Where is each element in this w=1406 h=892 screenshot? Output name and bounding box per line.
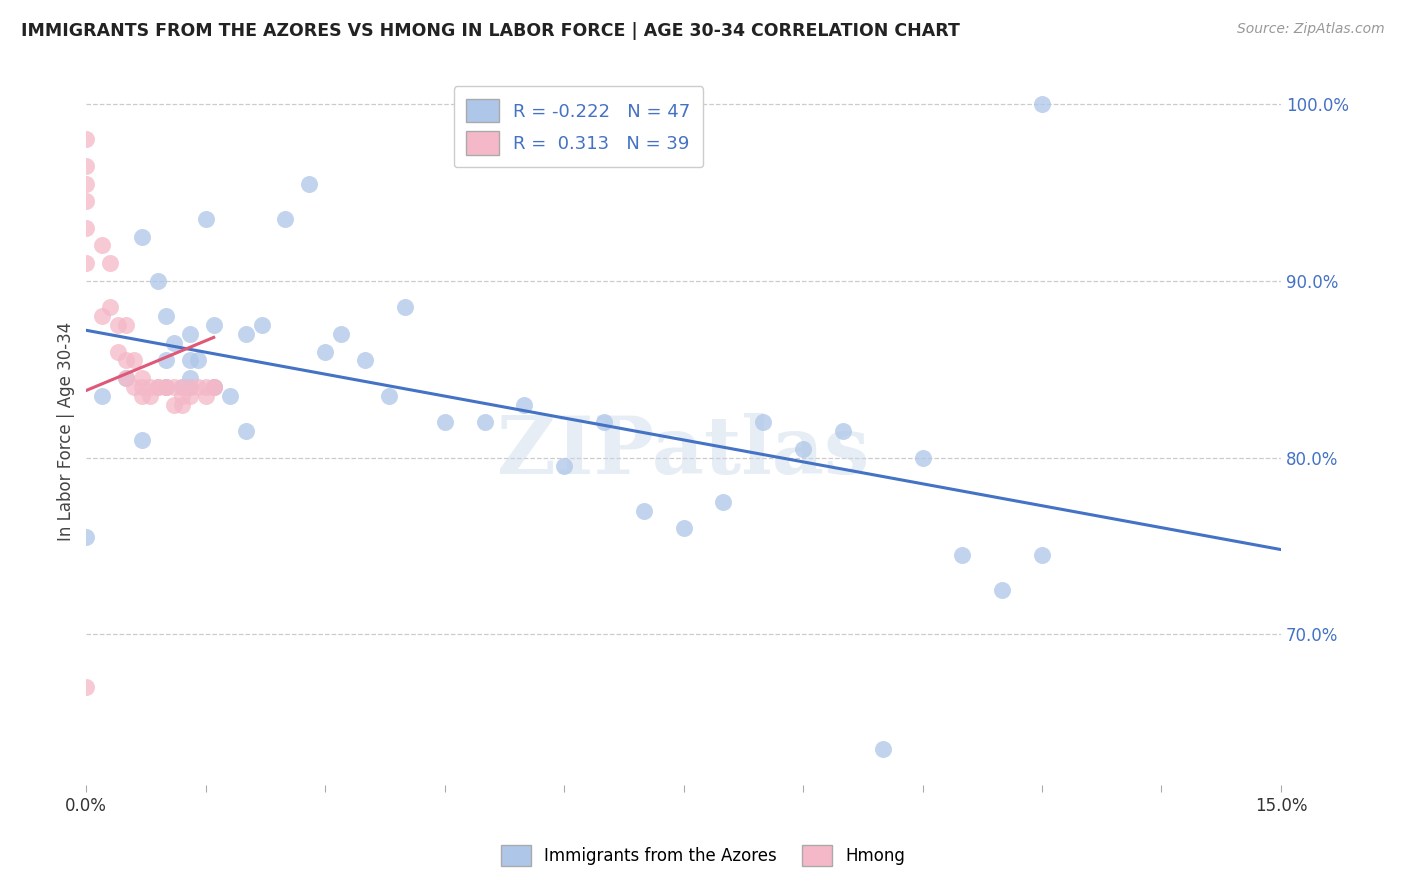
Point <box>354 353 377 368</box>
Point <box>146 274 169 288</box>
Point <box>202 380 225 394</box>
Point <box>633 504 655 518</box>
Point <box>672 521 695 535</box>
Point <box>170 380 193 394</box>
Point <box>593 415 616 429</box>
Point <box>163 398 186 412</box>
Point <box>474 415 496 429</box>
Point <box>75 681 97 695</box>
Point <box>298 177 321 191</box>
Legend: R = -0.222   N = 47, R =  0.313   N = 39: R = -0.222 N = 47, R = 0.313 N = 39 <box>454 87 703 167</box>
Point <box>218 389 240 403</box>
Point <box>187 380 209 394</box>
Point <box>792 442 814 456</box>
Point <box>179 371 201 385</box>
Point <box>75 220 97 235</box>
Point <box>75 159 97 173</box>
Point <box>122 353 145 368</box>
Point <box>131 229 153 244</box>
Point <box>131 389 153 403</box>
Point <box>235 326 257 341</box>
Point <box>122 380 145 394</box>
Point <box>202 380 225 394</box>
Point <box>911 450 934 465</box>
Point <box>170 389 193 403</box>
Point <box>139 380 162 394</box>
Point <box>179 326 201 341</box>
Point <box>433 415 456 429</box>
Point <box>115 318 138 332</box>
Point <box>513 398 536 412</box>
Point <box>155 353 177 368</box>
Point <box>155 380 177 394</box>
Point <box>202 380 225 394</box>
Point <box>179 380 201 394</box>
Point <box>98 301 121 315</box>
Point <box>274 211 297 226</box>
Point <box>163 380 186 394</box>
Point <box>146 380 169 394</box>
Point <box>752 415 775 429</box>
Point <box>1031 97 1053 112</box>
Point <box>179 389 201 403</box>
Point <box>872 742 894 756</box>
Text: IMMIGRANTS FROM THE AZORES VS HMONG IN LABOR FORCE | AGE 30-34 CORRELATION CHART: IMMIGRANTS FROM THE AZORES VS HMONG IN L… <box>21 22 960 40</box>
Point <box>194 389 217 403</box>
Point <box>394 301 416 315</box>
Point <box>139 389 162 403</box>
Point <box>75 132 97 146</box>
Point <box>314 344 336 359</box>
Text: ZIPatlas: ZIPatlas <box>498 413 870 491</box>
Point <box>75 177 97 191</box>
Point <box>170 398 193 412</box>
Point <box>194 380 217 394</box>
Point <box>202 318 225 332</box>
Point <box>131 433 153 447</box>
Y-axis label: In Labor Force | Age 30-34: In Labor Force | Age 30-34 <box>58 321 75 541</box>
Point <box>155 309 177 323</box>
Point <box>179 353 201 368</box>
Point <box>75 256 97 270</box>
Point <box>950 548 973 562</box>
Legend: Immigrants from the Azores, Hmong: Immigrants from the Azores, Hmong <box>492 837 914 875</box>
Point <box>713 495 735 509</box>
Point <box>98 256 121 270</box>
Point <box>75 530 97 544</box>
Point <box>179 380 201 394</box>
Point <box>107 318 129 332</box>
Point <box>194 211 217 226</box>
Point <box>155 380 177 394</box>
Point <box>115 353 138 368</box>
Point <box>170 380 193 394</box>
Point <box>235 424 257 438</box>
Point <box>832 424 855 438</box>
Point <box>330 326 353 341</box>
Point <box>131 380 153 394</box>
Point <box>187 353 209 368</box>
Point <box>115 371 138 385</box>
Point <box>553 459 575 474</box>
Point <box>155 380 177 394</box>
Point <box>163 335 186 350</box>
Point <box>91 238 114 252</box>
Point <box>146 380 169 394</box>
Text: Source: ZipAtlas.com: Source: ZipAtlas.com <box>1237 22 1385 37</box>
Point <box>75 194 97 209</box>
Point <box>107 344 129 359</box>
Point <box>1031 548 1053 562</box>
Point <box>131 371 153 385</box>
Point <box>91 389 114 403</box>
Point <box>250 318 273 332</box>
Point <box>91 309 114 323</box>
Point <box>378 389 401 403</box>
Point <box>991 583 1014 598</box>
Point <box>115 371 138 385</box>
